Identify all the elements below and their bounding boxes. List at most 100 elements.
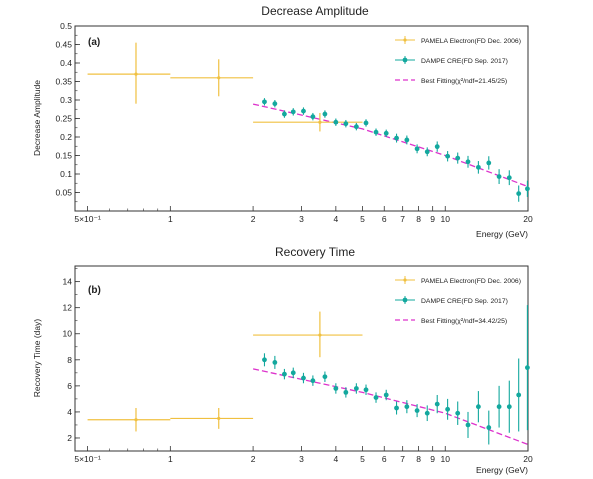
dampe-point — [363, 384, 369, 395]
legend-item: DAMPE CRE(FD Sep. 2017) — [395, 56, 508, 65]
dampe-marker — [262, 99, 267, 105]
x-tick-label: 4 — [333, 214, 338, 224]
dampe-point — [262, 98, 267, 106]
legend-label: PAMELA Electron(FD Dec. 2006) — [421, 38, 521, 45]
dampe-marker — [516, 191, 522, 197]
dampe-marker — [394, 135, 399, 141]
dampe-point — [272, 100, 278, 108]
dampe-point — [516, 185, 522, 202]
legend-item: DAMPE CRE(FD Sep. 2017) — [395, 296, 508, 305]
x-tick-label: 7 — [400, 454, 405, 464]
x-tick-label: 5×10⁻¹ — [74, 454, 101, 464]
pamela-point — [87, 408, 171, 432]
dampe-point — [465, 411, 471, 438]
dampe-point — [455, 401, 461, 425]
dampe-point — [414, 404, 420, 418]
dampe-point — [290, 108, 296, 116]
x-tick-label: 20 — [523, 214, 533, 224]
dampe-point — [333, 383, 339, 394]
y-tick-label: 8 — [67, 355, 72, 365]
legend-item: Best Fitting(χ²/ndf=21.45/25) — [395, 78, 507, 85]
pamela-point — [87, 42, 171, 104]
x-tick-label: 20 — [523, 454, 533, 464]
dampe-marker — [424, 149, 430, 155]
legend-label: PAMELA Electron(FD Dec. 2006) — [421, 278, 521, 285]
dampe-marker — [434, 144, 440, 150]
dampe-point — [516, 358, 522, 432]
legend-label: Best Fitting(χ²/ndf=21.45/25) — [421, 78, 507, 85]
x-tick-label: 5 — [360, 454, 365, 464]
legend-label: DAMPE CRE(FD Sep. 2017) — [421, 58, 508, 65]
dampe-point — [424, 147, 430, 157]
pamela-marker — [134, 72, 138, 76]
dampe-point — [310, 375, 316, 386]
y-tick-label: 0.35 — [55, 77, 72, 87]
dampe-point — [414, 144, 420, 154]
legend-swatch — [402, 57, 408, 63]
dampe-marker — [424, 410, 430, 416]
dampe-marker — [445, 406, 451, 412]
legend-label: Best Fitting(χ²/ndf=34.42/25) — [421, 318, 507, 325]
dampe-marker — [383, 392, 389, 398]
dampe-point — [363, 119, 369, 127]
y-tick-label: 0.1 — [60, 169, 72, 179]
dampe-marker — [465, 422, 471, 428]
dampe-marker — [322, 374, 328, 380]
dampe-point — [486, 410, 492, 445]
y-tick-label: 6 — [67, 381, 72, 391]
dampe-point — [424, 405, 430, 422]
legend-swatch — [402, 297, 408, 303]
dampe-point — [301, 107, 306, 115]
panel-label: (a) — [88, 37, 100, 48]
dampe-point — [343, 387, 349, 398]
x-tick-label: 5 — [360, 214, 365, 224]
legend-item: Best Fitting(χ²/ndf=34.42/25) — [395, 318, 507, 325]
dampe-marker — [333, 119, 339, 125]
x-tick-label: 10 — [441, 214, 451, 224]
y-tick-label: 2 — [67, 433, 72, 443]
dampe-point — [404, 135, 410, 145]
x-tick-label: 3 — [299, 214, 304, 224]
x-tick-label: 1 — [168, 214, 173, 224]
dampe-point — [322, 371, 328, 382]
x-tick-label: 8 — [416, 454, 421, 464]
dampe-point — [506, 170, 512, 186]
y-tick-label: 0.05 — [55, 188, 72, 198]
y-tick-label: 10 — [63, 329, 73, 339]
x-tick-label: 5×10⁻¹ — [74, 214, 101, 224]
dampe-point — [282, 110, 287, 118]
dampe-point — [343, 119, 349, 128]
dampe-point — [394, 133, 399, 143]
dampe-marker — [414, 408, 420, 414]
dampe-marker — [465, 159, 471, 165]
plot-frame — [74, 25, 529, 212]
dampe-marker — [282, 371, 287, 377]
y-tick-label: 0.2 — [60, 132, 72, 142]
dampe-marker — [506, 175, 512, 181]
legend: PAMELA Electron(FD Dec. 2006) DAMPE CRE(F… — [395, 276, 521, 325]
dampe-marker — [373, 395, 379, 400]
dampe-marker — [404, 404, 410, 410]
dampe-point — [525, 180, 530, 197]
dampe-marker — [301, 375, 306, 381]
dampe-marker — [486, 425, 492, 430]
dampe-marker — [404, 137, 410, 143]
dampe-point — [301, 372, 306, 384]
pamela-marker — [318, 120, 322, 124]
dampe-point — [475, 161, 481, 174]
panel-label: (b) — [88, 285, 101, 296]
legend-swatch — [403, 278, 407, 282]
pamela-marker — [318, 333, 322, 337]
dampe-point — [394, 401, 399, 415]
y-tick-label: 0.15 — [55, 151, 72, 161]
dampe-point — [373, 392, 379, 403]
dampe-marker — [475, 164, 481, 170]
pamela-marker — [217, 76, 221, 80]
dampe-point — [455, 152, 461, 164]
dampe-marker — [486, 160, 492, 166]
x-axis-label: Energy (GeV) — [476, 229, 528, 239]
dampe-marker — [506, 404, 512, 410]
x-tick-label: 9 — [430, 454, 435, 464]
